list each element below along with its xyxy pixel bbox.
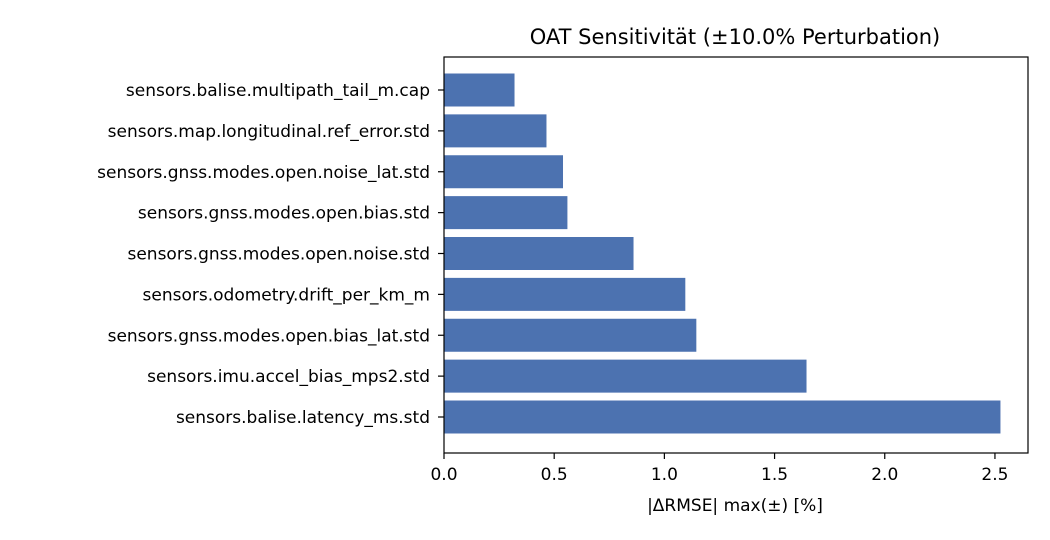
bar-3 [444, 155, 564, 189]
bars-layer [444, 73, 1001, 434]
bar-5 [444, 237, 634, 270]
x-axis-label: |ΔRMSE| max(±) [%] [647, 496, 823, 516]
y-tick-label: sensors.map.longitudinal.ref_error.std [108, 122, 430, 142]
bar-4 [444, 196, 568, 230]
chart-title: OAT Sensitivität (±10.0% Perturbation) [530, 25, 941, 49]
x-tick-label: 0.0 [430, 465, 457, 485]
x-tick-label: 2.5 [981, 465, 1008, 485]
x-tick-label: 1.0 [651, 465, 678, 485]
y-tick-label: sensors.balise.latency_ms.std [176, 408, 430, 428]
bar-7 [444, 318, 697, 352]
y-tick-label: sensors.odometry.drift_per_km_m [143, 285, 430, 305]
y-tick-label: sensors.gnss.modes.open.noise_lat.std [97, 163, 430, 183]
x-tick-label: 2.0 [871, 465, 898, 485]
y-tick-label: sensors.imu.accel_bias_mps2.std [147, 367, 430, 387]
y-tick-label: sensors.gnss.modes.open.bias.std [138, 204, 430, 224]
y-ticks: sensors.balise.multipath_tail_m.capsenso… [97, 81, 444, 428]
plot-frame [443, 56, 1029, 454]
x-tick-label: 0.5 [541, 465, 568, 485]
bar-9 [444, 400, 1001, 434]
x-ticks: 0.0 0.5 1.0 1.5 2.0 2.5 [430, 453, 1008, 485]
bar-8 [444, 359, 807, 393]
y-tick-label: sensors.balise.multipath_tail_m.cap [126, 81, 430, 101]
bar-6 [444, 277, 686, 311]
x-tick-label: 1.5 [761, 465, 788, 485]
bar-2 [444, 114, 547, 148]
bar-1 [444, 73, 515, 107]
y-tick-label: sensors.gnss.modes.open.noise.std [127, 245, 430, 265]
y-tick-label: sensors.gnss.modes.open.bias_lat.std [108, 326, 430, 346]
